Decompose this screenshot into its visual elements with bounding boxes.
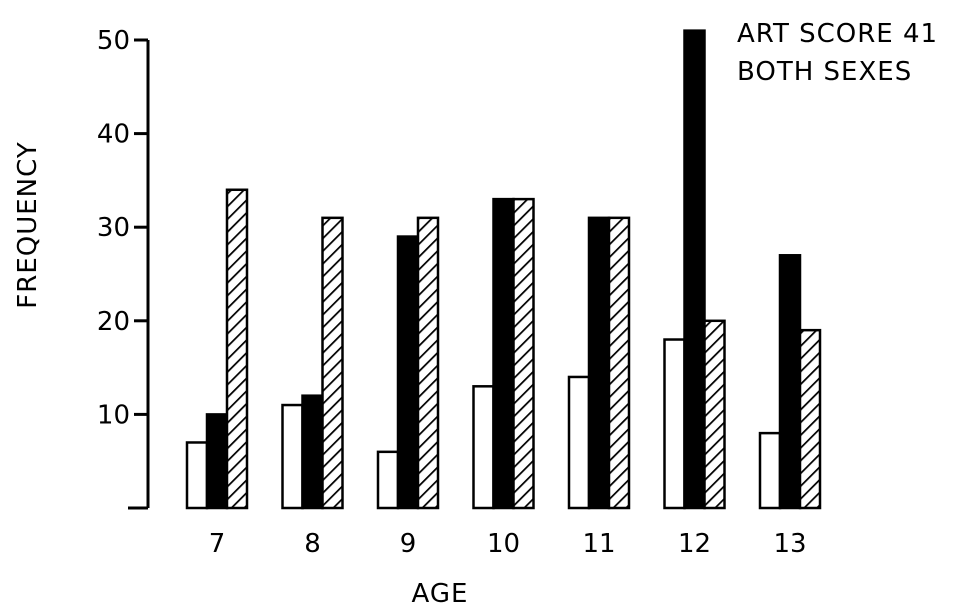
bar-solid-age-8: [301, 394, 324, 510]
chart-title: ART SCORE 41 BOTH SEXES: [737, 19, 938, 87]
bar-open-age-11: [567, 375, 591, 510]
bar-hatched-age-7: [225, 188, 249, 510]
y-axis-title: FREQUENCY: [13, 141, 43, 308]
bar-hatched-age-13: [798, 328, 822, 510]
bar-solid-age-9: [396, 235, 420, 510]
bar-hatched-age-10: [512, 197, 535, 510]
bars: [185, 29, 822, 510]
bar-open-age-7: [185, 441, 209, 510]
y-tick-label: 30: [97, 213, 130, 243]
axes: [128, 40, 150, 510]
x-tick-label: 11: [582, 529, 615, 559]
bar-open-age-8: [281, 403, 304, 510]
bar-solid-age-12: [683, 29, 706, 510]
x-tick-label: 13: [773, 529, 806, 559]
x-tick-label: 12: [678, 529, 711, 559]
bar-hatched-age-12: [703, 319, 726, 510]
bar-solid-age-13: [778, 254, 802, 510]
x-tick-label: 10: [487, 529, 520, 559]
y-ticks: 10 20 30 40 50: [97, 26, 148, 430]
bar-solid-age-10: [492, 197, 515, 510]
y-tick-label: 50: [97, 26, 130, 56]
bar-open-age-12: [663, 338, 686, 510]
y-tick-label: 10: [97, 400, 130, 430]
bar-hatched-age-11: [607, 216, 631, 510]
bar-open-age-9: [376, 450, 400, 510]
x-ticks: 7 8 9 10 11 12 13: [209, 529, 807, 559]
bar-open-age-10: [472, 385, 495, 510]
title-line-1: ART SCORE 41: [737, 19, 938, 49]
y-tick-label: 20: [97, 307, 130, 337]
y-tick-label: 40: [97, 120, 130, 150]
bar-open-age-13: [758, 431, 782, 510]
title-line-2: BOTH SEXES: [737, 57, 912, 87]
bar-hatched-age-8: [321, 216, 344, 510]
bar-solid-age-7: [205, 413, 229, 510]
x-tick-label: 8: [304, 529, 321, 559]
bar-solid-age-11: [587, 216, 611, 510]
bar-hatched-age-9: [416, 216, 440, 510]
x-tick-label: 7: [209, 529, 226, 559]
x-tick-label: 9: [400, 529, 417, 559]
x-axis-title: AGE: [412, 579, 469, 609]
